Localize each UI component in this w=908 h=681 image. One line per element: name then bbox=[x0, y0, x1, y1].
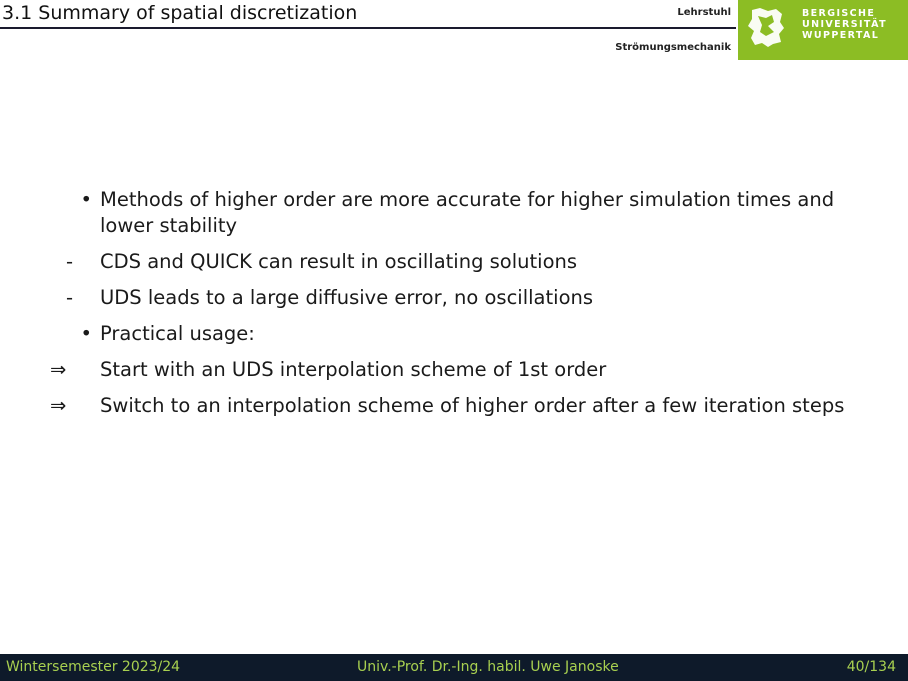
list-item: • Practical usage: bbox=[54, 321, 854, 347]
implies-arrow-icon: ⇒ bbox=[50, 358, 67, 381]
page-number: 40/134 bbox=[846, 659, 896, 675]
title-rule bbox=[0, 27, 736, 29]
university-logo: BERGISCHE UNIVERSITÄT WUPPERTAL bbox=[738, 0, 908, 60]
bullet-marker: • bbox=[80, 188, 92, 211]
slide-header: 3.1 Summary of spatial discretization Le… bbox=[0, 0, 908, 60]
list-item-text: Practical usage: bbox=[100, 322, 255, 345]
chair-label-bottom: Strömungsmechanik bbox=[615, 42, 731, 53]
list-item-text: Methods of higher order are more accurat… bbox=[100, 188, 835, 237]
list-item: • Methods of higher order are more accur… bbox=[54, 187, 854, 239]
slide-content: • Methods of higher order are more accur… bbox=[50, 187, 854, 429]
slide-footer: Wintersemester 2023/24 Univ.-Prof. Dr.-I… bbox=[0, 654, 908, 681]
logo-line: WUPPERTAL bbox=[802, 30, 880, 41]
dash-marker: - bbox=[66, 250, 74, 273]
list-item-text: Switch to an interpolation scheme of hig… bbox=[100, 394, 845, 417]
footer-author: Univ.-Prof. Dr.-Ing. habil. Uwe Janoske bbox=[357, 659, 619, 675]
list-item-text: UDS leads to a large diffusive error, no… bbox=[100, 286, 594, 309]
logo-line: BERGISCHE bbox=[802, 8, 876, 19]
footer-semester: Wintersemester 2023/24 bbox=[6, 659, 181, 675]
list-item: ⇒ Start with an UDS interpolation scheme… bbox=[50, 357, 854, 383]
list-item-text: CDS and QUICK can result in oscillating … bbox=[100, 250, 578, 273]
dash-marker: - bbox=[66, 286, 74, 309]
list-item: ⇒ Switch to an interpolation scheme of h… bbox=[50, 393, 854, 419]
list-item-text: Start with an UDS interpolation scheme o… bbox=[100, 358, 607, 381]
lion-emblem-icon bbox=[748, 8, 784, 47]
list-item: - CDS and QUICK can result in oscillatin… bbox=[54, 249, 854, 275]
bullet-marker: • bbox=[80, 322, 92, 345]
logo-line: UNIVERSITÄT bbox=[802, 19, 887, 30]
implies-arrow-icon: ⇒ bbox=[50, 394, 67, 417]
list-item: - UDS leads to a large diffusive error, … bbox=[54, 285, 854, 311]
university-name: BERGISCHE UNIVERSITÄT WUPPERTAL bbox=[802, 8, 887, 41]
chair-label-top: Lehrstuhl bbox=[677, 7, 731, 18]
slide-title: 3.1 Summary of spatial discretization bbox=[2, 2, 358, 24]
